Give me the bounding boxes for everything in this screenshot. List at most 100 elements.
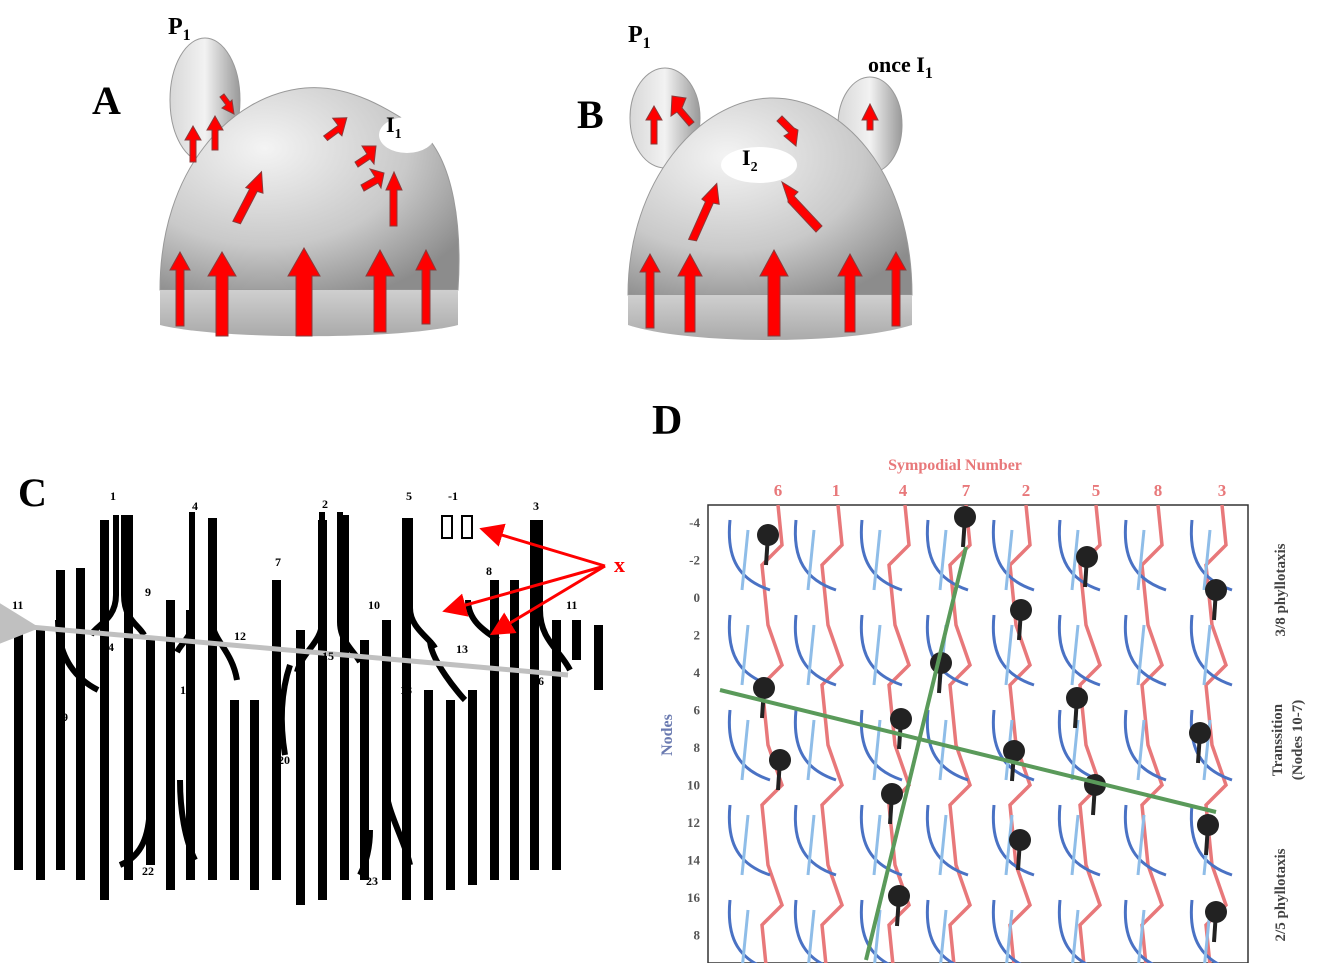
panel-b-once-label: once I1: [868, 52, 933, 82]
panel-d-sympodial-number: 7: [962, 481, 971, 500]
panel-d-leaf-trace: [991, 709, 1035, 782]
panel-d-leaf-trace-light: [806, 719, 816, 781]
panel-d-sympodial-number: 5: [1092, 481, 1101, 500]
panel-d-sympodium: [948, 504, 973, 963]
panel-d-sympodial-number: 2: [1022, 481, 1031, 500]
panel-c-node-number: 12: [234, 629, 246, 643]
panel-d-leaf-trace: [991, 804, 1035, 877]
panel-c-trace-bar: [146, 640, 155, 865]
panel-d-leaf-trace: [859, 804, 903, 877]
panel-d-node: [1189, 722, 1211, 744]
panel-c-trace-bar: [510, 580, 519, 880]
panel-c-trace-bar: [594, 625, 603, 690]
panel-d-leaf-trace: [925, 899, 956, 963]
panel-d-leaf-trace-light: [1137, 909, 1146, 963]
panel-c-node-number: 23: [366, 874, 378, 888]
panel-c-node-number: 8: [486, 564, 492, 578]
panel-d-leaf-trace: [859, 519, 903, 592]
panel-b-dome: [627, 97, 913, 296]
panel-d-leaf-trace-light: [873, 909, 882, 963]
panel-d-y-tick: 12: [687, 815, 700, 830]
panel-d-leaf-trace: [859, 614, 903, 687]
panel-d-plot: [719, 504, 1233, 963]
panel-c-trace-bar: [572, 620, 581, 660]
panel-c-node-number: 11: [12, 598, 23, 612]
panel-d-leaf-trace: [1123, 899, 1154, 963]
panel-d-sympodial-number: 3: [1218, 481, 1227, 500]
panel-d-node: [1205, 579, 1227, 601]
panel-d-letter: D: [652, 398, 682, 444]
panel-d-sympodial-numbers: 6 1 4 7 2 5 8 3: [774, 481, 1227, 500]
panel-d-sympodial-number: 6: [774, 481, 783, 500]
panel-c-trace-bar: [36, 630, 45, 880]
panel-c-trace-bar: [552, 620, 561, 870]
panel-d-leaf-trace: [1057, 614, 1101, 687]
panel-d-leaf-trace-light: [1070, 719, 1080, 781]
panel-d-leaf-trace: [991, 614, 1035, 687]
panel-d-green-line-vertical: [864, 546, 968, 961]
panel-c-node-number: 18: [400, 683, 412, 697]
panel-d-sympodial-number: 8: [1154, 481, 1163, 500]
panel-d-y-tick: 2: [694, 628, 701, 643]
panel-c-node-number: 17: [180, 683, 192, 697]
panel-d-node: [757, 524, 779, 546]
panel-d-leaf-trace-light: [1004, 624, 1014, 686]
panel-d-leaf-trace-light: [807, 909, 816, 963]
panel-c-trace-bar: [100, 520, 109, 900]
panel-d-leaf-trace-light: [806, 814, 816, 876]
panel-d-leaf-trace-light: [740, 814, 750, 876]
panel-d-right-label-mid1: Transsition: [1270, 703, 1286, 776]
panel-a-p1-label: P1: [168, 14, 191, 44]
panel-d-y-tick: 8: [694, 740, 701, 755]
panel-c-trace-bar: [446, 700, 455, 890]
panel-d-leaf-trace-light: [740, 719, 750, 781]
panel-d-leaf-trace-light: [740, 624, 750, 686]
panel-c-trace-bar: [468, 690, 477, 885]
panel-c-trace-bar: [56, 570, 65, 870]
panel-d-leaf-trace: [991, 899, 1022, 963]
panel-c-x-label: x: [614, 552, 625, 577]
panel-c-trace-bar: [490, 580, 499, 880]
panel-c-grey-arrow: [0, 598, 569, 678]
panel-c-node-number: 5: [406, 489, 412, 503]
panel-c-trace-bar: [382, 620, 391, 880]
panel-c-node-number: 7: [275, 555, 281, 569]
panel-d-leaf-trace: [793, 899, 824, 963]
panel-c-x-arrows: [442, 523, 606, 636]
panel-c-trace-bar: [14, 625, 23, 870]
panel-d-y-ticks: -4-20246810121416820: [687, 515, 701, 943]
panel-d-node: [1003, 740, 1025, 762]
panel-d-leaf-trace-light: [1071, 909, 1080, 963]
panel-a-auxin-arrows: [169, 93, 437, 337]
panel-c-vascular-traces: [14, 515, 603, 905]
panel-c-node-number: 1: [110, 489, 116, 503]
panel-d-leaf-trace: [925, 804, 969, 877]
panel-a-i1-spot: [379, 117, 435, 153]
panel-d-leaf-trace-light: [939, 909, 948, 963]
panel-c-letter: C: [18, 470, 47, 515]
panel-d-sympodium: [760, 504, 785, 963]
panel-d-leaf-trace-light: [872, 814, 882, 876]
panel-c-node-number: 3: [533, 499, 539, 513]
panel-d-node: [753, 677, 775, 699]
panel-d-leaf-trace-light: [1004, 814, 1014, 876]
panel-c-node-number: 10: [368, 598, 380, 612]
panel-c-trace-bar: [424, 690, 433, 900]
panel-d-leaf-trace: [1123, 614, 1167, 687]
panel-d-y-axis-label: Nodes: [659, 714, 676, 756]
panel-b-i2-label: I2: [742, 145, 758, 175]
panel-d-node: [1205, 901, 1227, 923]
panel-c-node-number: 20: [278, 753, 290, 767]
panel-d-leaf-trace: [1123, 519, 1167, 592]
panel-d-leaf-trace-light: [872, 624, 882, 686]
panel-d-leaf-trace-light: [740, 529, 750, 591]
panel-d-y-tick: -2: [689, 553, 700, 568]
panel-d-leaf-trace: [793, 519, 837, 592]
panel-d-node: [1197, 814, 1219, 836]
panel-d-y-tick: 14: [687, 853, 701, 868]
panel-c-trace-bar: [230, 700, 239, 880]
panel-d-leaf-trace: [991, 519, 1035, 592]
panel-c-trace-bar: [124, 515, 133, 880]
panel-b-auxin-arrows: [639, 95, 907, 337]
